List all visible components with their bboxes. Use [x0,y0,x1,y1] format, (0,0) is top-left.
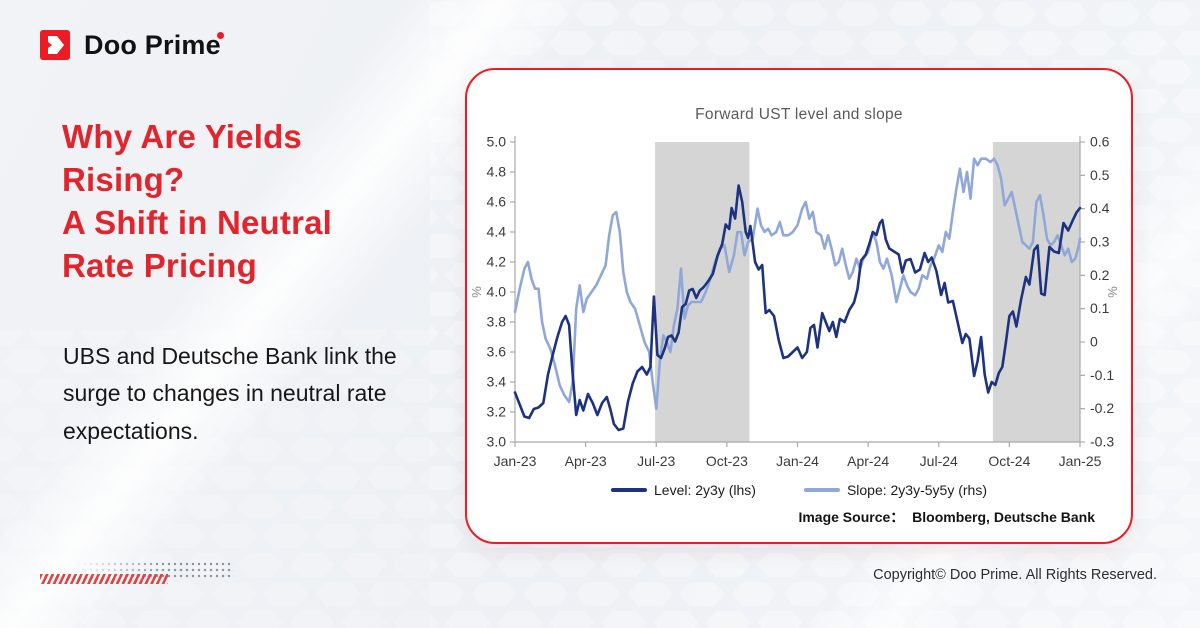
svg-text:Oct-24: Oct-24 [988,453,1030,469]
svg-text:Apr-24: Apr-24 [847,453,889,469]
svg-text:0.6: 0.6 [1090,134,1110,150]
forward-ust-chart: 5.0 4.8 4.6 4.4 4.2 4.0 3.8 3.6 3.4 3.2 3.0 0.6 0.5 0… [469,134,1120,470]
svg-text:%: % [469,286,484,298]
svg-text:0: 0 [1090,334,1098,350]
svg-text:4.0: 4.0 [487,284,507,300]
svg-text:Oct-23: Oct-23 [706,453,748,469]
image-source-value: Bloomberg, Deutsche Bank [912,509,1095,525]
chart-card: Forward UST level and slope 5.0 4.8 4.6 4.4… [465,68,1133,544]
logo-i-dot [217,31,224,39]
svg-text:Jan-24: Jan-24 [776,453,819,469]
svg-text:4.2: 4.2 [487,254,507,270]
legend-item-slope: Slope: 2y3y-5y5y (rhs) [803,482,987,498]
image-source-row: Image Source： Bloomberg, Deutsche Bank [467,507,1131,527]
chart-legend: Level: 2y3y (lhs) Slope: 2y3y-5y5y (rhs) [467,482,1131,498]
svg-text:4.4: 4.4 [487,224,507,240]
svg-text:4.8: 4.8 [487,164,507,180]
svg-text:Jul-23: Jul-23 [637,453,675,469]
svg-text:-0.3: -0.3 [1090,434,1114,450]
svg-text:0.3: 0.3 [1090,234,1110,250]
svg-text:3.4: 3.4 [487,374,507,390]
svg-text:-0.2: -0.2 [1090,400,1114,416]
body-text: UBS and Deutsche Bank link the surge to … [63,343,397,444]
chart-title: Forward UST level and slope [695,106,903,123]
svg-text:0.1: 0.1 [1090,300,1110,316]
slope-line-swatch [803,488,840,492]
svg-text:3.2: 3.2 [487,404,507,420]
svg-text:3.6: 3.6 [487,344,507,360]
svg-text:-0.1: -0.1 [1090,367,1114,383]
svg-text:Apr-23: Apr-23 [565,453,607,469]
svg-text:3.8: 3.8 [487,314,507,330]
svg-text:5.0: 5.0 [487,134,507,150]
svg-text:%: % [1105,286,1120,298]
image-source-label: Image Source： [798,509,905,525]
legend-label-slope: Slope: 2y3y-5y5y (rhs) [846,482,987,498]
svg-text:Jan-23: Jan-23 [494,453,537,469]
doo-prime-logo-text: Doo Prime [84,30,224,61]
doo-prime-logo: Doo Prime [40,27,224,63]
svg-text:4.6: 4.6 [487,194,507,210]
doo-prime-logo-icon [40,30,70,60]
copyright-text: Copyright© Doo Prime. All Rights Reserve… [873,567,1157,583]
svg-text:3.0: 3.0 [487,434,507,450]
headline: Why Are Yields Rising? A Shift in Neutra… [62,116,404,288]
legend-item-level: Level: 2y3y (lhs) [611,482,756,498]
level-line-swatch [611,488,647,492]
svg-text:Jul-24: Jul-24 [920,453,958,469]
svg-text:0.5: 0.5 [1090,167,1110,183]
svg-text:0.4: 0.4 [1090,200,1110,216]
red-stripes-decoration [40,574,168,584]
headline-line-1: Why Are Yields Rising? [62,118,302,198]
legend-label-level: Level: 2y3y (lhs) [654,482,756,498]
svg-text:Jan-25: Jan-25 [1059,453,1102,469]
headline-line-2: A Shift in Neutral Rate Pricing [62,203,333,284]
svg-text:0.2: 0.2 [1090,267,1110,283]
